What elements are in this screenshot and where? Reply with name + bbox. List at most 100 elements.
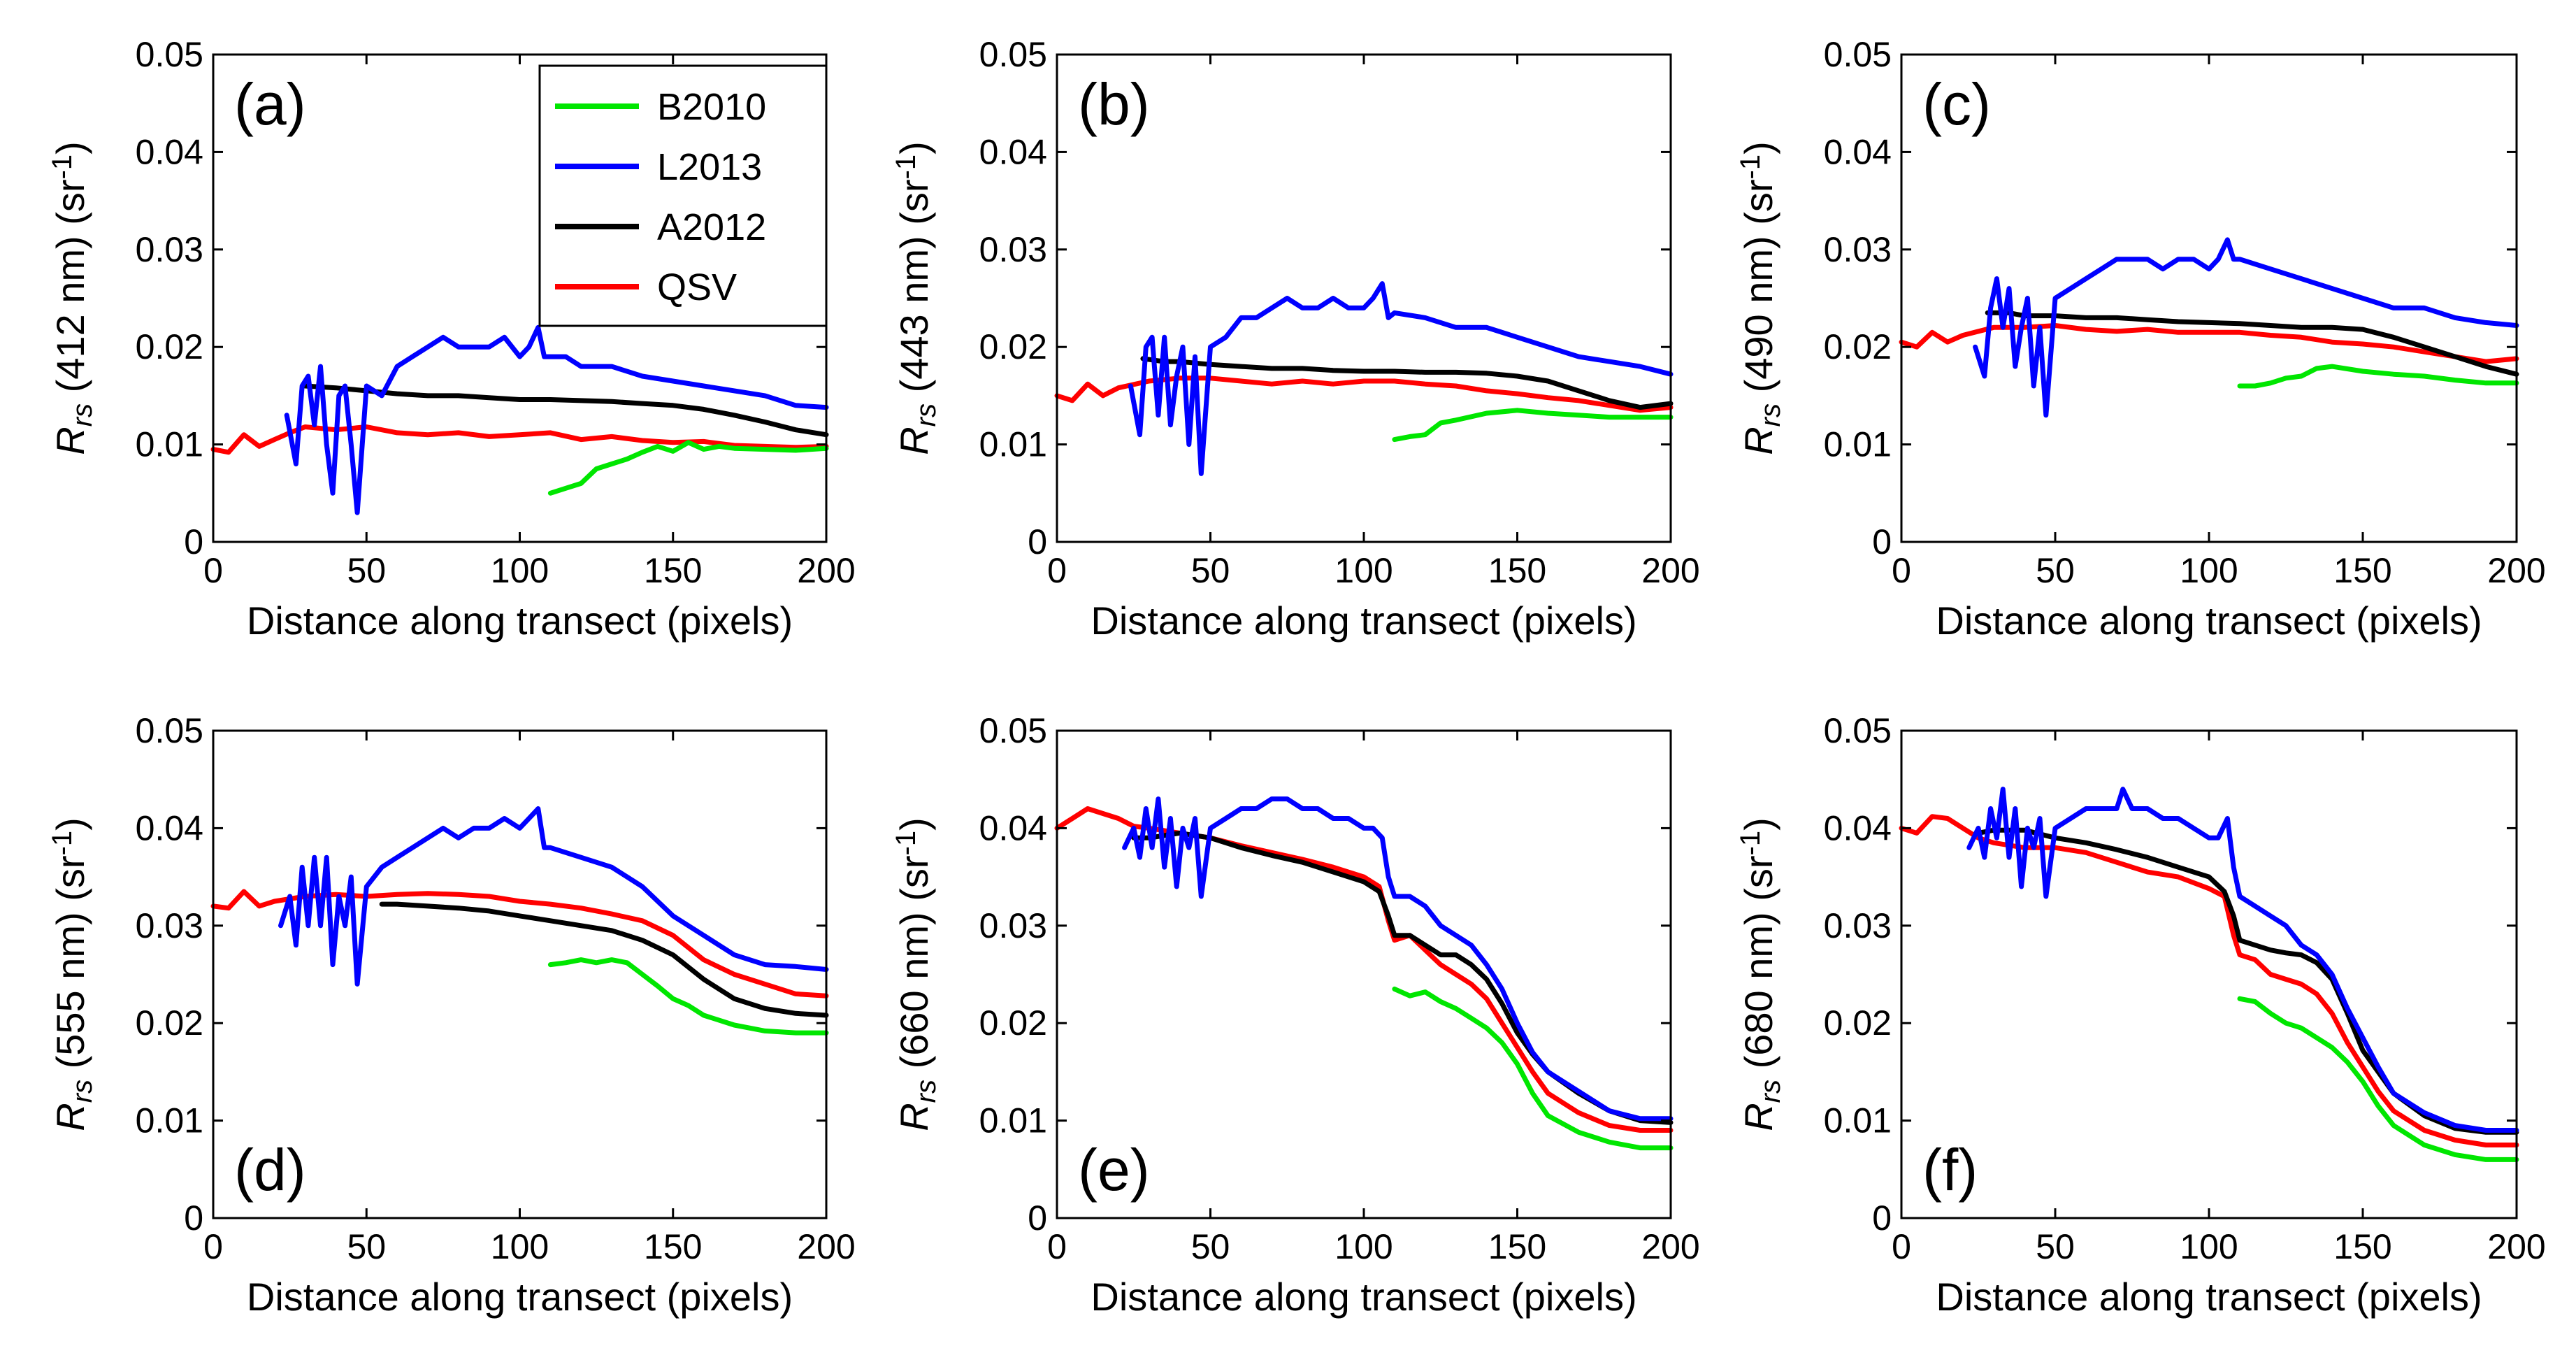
y-tick-label: 0.04 bbox=[979, 132, 1047, 171]
series-line-a2012 bbox=[1976, 827, 2519, 1135]
y-tick-label: 0.02 bbox=[136, 1003, 203, 1043]
series-line-b2010 bbox=[2237, 996, 2519, 1162]
y-tick-label: 0.05 bbox=[1824, 35, 1892, 74]
y-tick-label: 0.01 bbox=[1824, 1101, 1892, 1140]
series-line-l2013 bbox=[278, 806, 829, 987]
x-tick-label: 0 bbox=[1892, 1227, 1911, 1266]
y-label-superscript: -1 bbox=[891, 155, 921, 180]
y-label-wavelength: (555 nm) (sr bbox=[48, 855, 92, 1080]
series-line-l2013 bbox=[1128, 281, 1674, 476]
legend-label-l2013: L2013 bbox=[657, 146, 762, 188]
x-tick-label: 50 bbox=[1191, 551, 1230, 590]
series-line-a2012 bbox=[379, 901, 829, 1018]
x-tick-label: 50 bbox=[347, 551, 386, 590]
x-tick-label: 100 bbox=[1334, 1227, 1393, 1266]
panel-letter: (a) bbox=[234, 71, 306, 137]
y-tick-label: 0.02 bbox=[979, 327, 1047, 366]
y-tick-label: 0 bbox=[1872, 522, 1892, 561]
y-label-symbol: R bbox=[1736, 1103, 1780, 1131]
y-label-symbol: R bbox=[48, 427, 92, 454]
x-tick-label: 200 bbox=[2487, 1227, 2545, 1266]
series-line-b2010 bbox=[2237, 364, 2519, 389]
series-line-qsv bbox=[1054, 375, 1674, 413]
y-tick-label: 0.05 bbox=[136, 35, 203, 74]
series-line-b2010 bbox=[547, 957, 829, 1036]
y-tick-label: 0.05 bbox=[979, 711, 1047, 750]
x-tick-label: 150 bbox=[2333, 1227, 2391, 1266]
y-label-superscript: -1 bbox=[47, 831, 78, 856]
series-group bbox=[1899, 237, 2519, 418]
y-tick-label: 0.01 bbox=[136, 425, 203, 464]
y-tick-label: 0 bbox=[1028, 1198, 1047, 1238]
legend-label-a2012: A2012 bbox=[657, 206, 766, 248]
y-label-close: ) bbox=[1736, 817, 1780, 831]
x-tick-label: 0 bbox=[1892, 551, 1911, 590]
x-tick-label: 0 bbox=[1047, 1227, 1067, 1266]
y-tick-label: 0.04 bbox=[1824, 808, 1892, 847]
y-tick-label: 0.01 bbox=[979, 1101, 1047, 1140]
y-label-symbol: R bbox=[48, 1103, 92, 1131]
y-tick-label: 0.05 bbox=[136, 711, 203, 750]
x-tick-label: 200 bbox=[797, 551, 855, 590]
y-tick-label: 0 bbox=[184, 522, 203, 561]
x-tick-label: 100 bbox=[491, 551, 549, 590]
y-label-close: ) bbox=[48, 141, 92, 155]
x-tick-label: 200 bbox=[1641, 1227, 1699, 1266]
x-axis-label: Distance along transect (pixels) bbox=[247, 599, 793, 643]
y-label-subscript: rs bbox=[67, 403, 98, 427]
series-line-l2013 bbox=[284, 324, 829, 515]
x-tick-label: 150 bbox=[644, 1227, 702, 1266]
y-tick-label: 0.04 bbox=[136, 132, 203, 171]
x-tick-label: 200 bbox=[797, 1227, 855, 1266]
panel-c: 0 50 100 150 200 0 0.01 0.02 0.03 0.04 0.05 Distanc… bbox=[1735, 35, 2546, 643]
y-tick-label: 0.01 bbox=[1824, 425, 1892, 464]
y-label-wavelength: (680 nm) (sr bbox=[1736, 855, 1780, 1080]
y-tick-label: 0.03 bbox=[979, 906, 1047, 945]
panel-f: 0 50 100 150 200 0 0.01 0.02 0.03 0.04 0.05 Distanc… bbox=[1735, 711, 2546, 1319]
x-tick-label: 100 bbox=[2180, 1227, 2238, 1266]
y-tick-label: 0.02 bbox=[979, 1003, 1047, 1043]
y-label-subscript: rs bbox=[67, 1080, 98, 1103]
panel-a: 0 50 100 150 200 0 0.01 0.02 0.03 0.04 0.05 Distanc… bbox=[47, 35, 856, 643]
panel-letter: (d) bbox=[234, 1137, 306, 1203]
x-tick-label: 0 bbox=[1047, 551, 1067, 590]
series-line-b2010 bbox=[547, 440, 829, 496]
y-tick-label: 0 bbox=[184, 1198, 203, 1238]
series-line-qsv bbox=[1054, 806, 1674, 1133]
series-group bbox=[210, 806, 829, 1036]
series-line-qsv bbox=[1899, 814, 2519, 1147]
y-axis-label: Rrs (490 nm) (sr-1) bbox=[1735, 141, 1786, 455]
legend-label-qsv: QSV bbox=[657, 266, 737, 308]
series-group bbox=[1054, 796, 1674, 1151]
panel-letter: (b) bbox=[1078, 71, 1150, 137]
y-axis-label: Rrs (680 nm) (sr-1) bbox=[1735, 817, 1786, 1131]
x-axis-label: Distance along transect (pixels) bbox=[1091, 1275, 1636, 1319]
series-group bbox=[1899, 787, 2519, 1162]
panel-letter: (f) bbox=[1922, 1137, 1978, 1203]
x-tick-label: 50 bbox=[1191, 1227, 1230, 1266]
y-tick-label: 0.01 bbox=[136, 1101, 203, 1140]
y-tick-label: 0.04 bbox=[979, 808, 1047, 847]
y-tick-label: 0.03 bbox=[136, 230, 203, 269]
y-tick-label: 0.02 bbox=[136, 327, 203, 366]
series-group bbox=[1054, 281, 1674, 476]
y-tick-label: 0.05 bbox=[1824, 711, 1892, 750]
y-tick-label: 0.03 bbox=[136, 906, 203, 945]
y-tick-label: 0.05 bbox=[979, 35, 1047, 74]
y-axis-label: Rrs (660 nm) (sr-1) bbox=[891, 817, 942, 1131]
y-tick-label: 0.04 bbox=[136, 808, 203, 847]
y-label-subscript: rs bbox=[1755, 1080, 1786, 1103]
x-tick-label: 50 bbox=[2036, 1227, 2075, 1266]
panel-letter: (e) bbox=[1078, 1137, 1150, 1203]
panel-b: 0 50 100 150 200 0 0.01 0.02 0.03 0.04 0.05 Distanc… bbox=[891, 35, 1700, 643]
x-tick-label: 150 bbox=[1488, 551, 1546, 590]
y-tick-label: 0.01 bbox=[979, 425, 1047, 464]
y-tick-label: 0.02 bbox=[1824, 1003, 1892, 1043]
y-tick-label: 0.04 bbox=[1824, 132, 1892, 171]
y-label-wavelength: (443 nm) (sr bbox=[892, 179, 936, 403]
y-label-wavelength: (490 nm) (sr bbox=[1736, 179, 1780, 403]
y-tick-label: 0.02 bbox=[1824, 327, 1892, 366]
y-label-symbol: R bbox=[892, 1103, 936, 1131]
y-label-wavelength: (412 nm) (sr bbox=[48, 179, 92, 403]
